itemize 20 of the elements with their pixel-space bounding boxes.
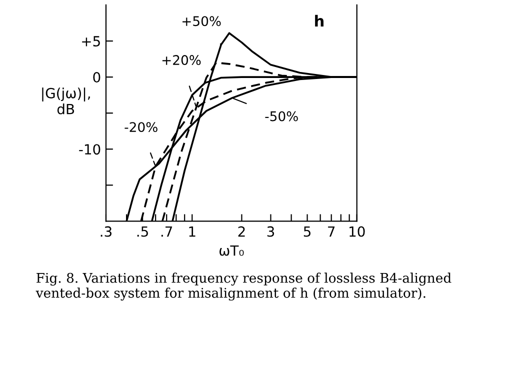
y-tick-label: 0 — [93, 72, 100, 83]
x-tick-label: 5 — [304, 226, 310, 237]
y-tick-label: +5 — [82, 36, 100, 46]
x-tick-label: 3 — [267, 226, 274, 237]
series-label: -20% — [124, 122, 158, 132]
x-tick-label: .7 — [161, 226, 172, 237]
caption: Fig. 8. Variations in frequency response of lossless B4-aligned vented-box system for misalignment of h (from simulator). — [36, 272, 452, 301]
x-tick-label: 1 — [189, 226, 196, 237]
x-tick-label: 7 — [328, 226, 335, 237]
x-tick-label: .5 — [137, 226, 148, 237]
x-axis-title: ωT₀ — [220, 245, 244, 256]
y-tick-label: -10 — [79, 144, 100, 155]
x-tick-label: 2 — [238, 226, 245, 237]
series-label: +50% — [182, 16, 221, 26]
x-tick-label: 10 — [350, 226, 365, 237]
series-label: -50% — [265, 111, 298, 122]
series-label: +20% — [162, 55, 201, 66]
annotation: h — [315, 14, 324, 27]
y-axis-title: |G(jω)|, dB — [42, 88, 90, 114]
x-tick-label: .3 — [100, 226, 112, 237]
